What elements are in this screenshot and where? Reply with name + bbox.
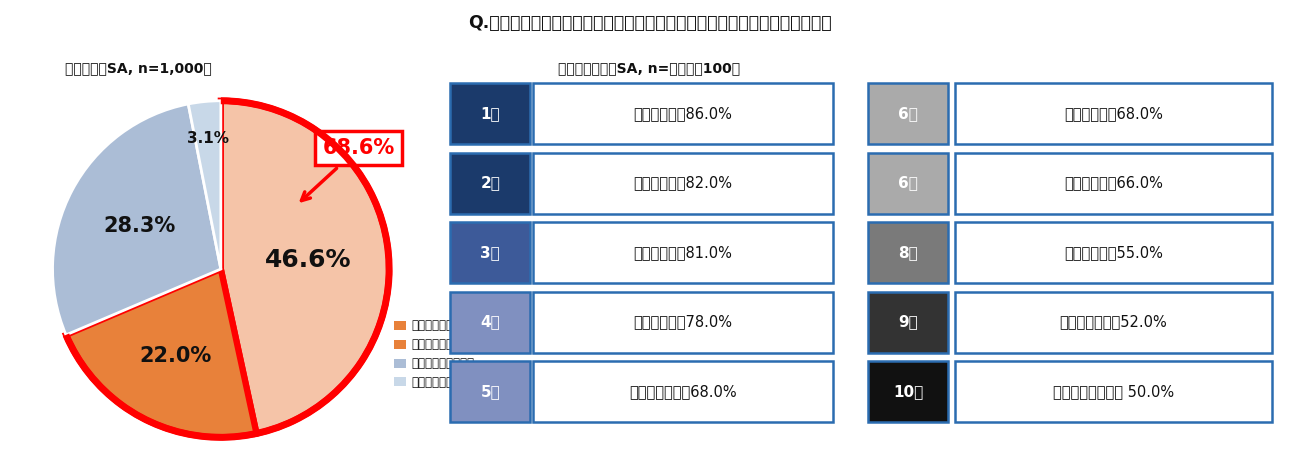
Text: 近畿エリア　68.0%: 近畿エリア 68.0% (1064, 106, 1163, 121)
Text: 9位: 9位 (899, 315, 918, 329)
FancyBboxPatch shape (533, 83, 833, 144)
Wedge shape (52, 104, 221, 335)
Text: 1位: 1位 (481, 106, 500, 121)
Text: 3位: 3位 (481, 245, 500, 260)
Wedge shape (188, 101, 221, 269)
FancyBboxPatch shape (533, 361, 833, 422)
FancyBboxPatch shape (449, 361, 530, 422)
FancyBboxPatch shape (955, 361, 1272, 422)
FancyBboxPatch shape (955, 222, 1272, 283)
Text: Q.お住まいの地域で近年大きな地震が発生する可能性があると思いますか。: Q.お住まいの地域で近年大きな地震が発生する可能性があると思いますか。 (468, 14, 831, 32)
Text: 2位: 2位 (481, 176, 500, 191)
Text: 6位: 6位 (898, 106, 918, 121)
Text: 東海エリア　86.0%: 東海エリア 86.0% (634, 106, 733, 121)
Text: 【エリア別】（SA, n=各エリア100）: 【エリア別】（SA, n=各エリア100） (559, 61, 740, 76)
FancyBboxPatch shape (533, 222, 833, 283)
FancyBboxPatch shape (449, 222, 530, 283)
Text: 四国エリア　82.0%: 四国エリア 82.0% (633, 176, 733, 191)
FancyBboxPatch shape (449, 83, 530, 144)
Text: 【全国】（SA, n=1,000）: 【全国】（SA, n=1,000） (65, 61, 212, 76)
Wedge shape (66, 269, 256, 438)
FancyBboxPatch shape (955, 83, 1272, 144)
Text: 10位: 10位 (892, 384, 924, 399)
Text: 68.6%: 68.6% (301, 138, 395, 201)
FancyBboxPatch shape (533, 292, 833, 353)
Text: 22.0%: 22.0% (140, 346, 212, 366)
FancyBboxPatch shape (868, 361, 948, 422)
Text: 3.1%: 3.1% (187, 131, 229, 146)
FancyBboxPatch shape (533, 152, 833, 214)
Text: 北陸エリア　78.0%: 北陸エリア 78.0% (633, 315, 733, 329)
FancyBboxPatch shape (868, 292, 948, 353)
FancyBboxPatch shape (449, 292, 530, 353)
Text: 九州・沖縄エリア 50.0%: 九州・沖縄エリア 50.0% (1052, 384, 1174, 399)
Text: 北海道エリア　52.0%: 北海道エリア 52.0% (1060, 315, 1168, 329)
Wedge shape (221, 101, 390, 433)
Text: 中国エリア　55.0%: 中国エリア 55.0% (1064, 245, 1163, 260)
Text: 4位: 4位 (481, 315, 500, 329)
FancyBboxPatch shape (955, 292, 1272, 353)
Text: 甲信越エリア　68.0%: 甲信越エリア 68.0% (629, 384, 737, 399)
FancyBboxPatch shape (868, 83, 948, 144)
Text: 46.6%: 46.6% (265, 248, 351, 272)
FancyBboxPatch shape (955, 152, 1272, 214)
Text: 28.3%: 28.3% (103, 216, 175, 236)
Text: 8位: 8位 (899, 245, 918, 260)
Text: 関東エリア　81.0%: 関東エリア 81.0% (634, 245, 733, 260)
Text: 5位: 5位 (481, 384, 500, 399)
FancyBboxPatch shape (868, 152, 948, 214)
Legend: 非常にそう思う, ややそう思う, あまりそう思わない, 全くそう思わない: 非常にそう思う, ややそう思う, あまりそう思わない, 全くそう思わない (390, 315, 479, 394)
FancyBboxPatch shape (449, 152, 530, 214)
Text: 6位: 6位 (898, 176, 918, 191)
FancyBboxPatch shape (868, 222, 948, 283)
Text: 東北エリア　66.0%: 東北エリア 66.0% (1064, 176, 1163, 191)
